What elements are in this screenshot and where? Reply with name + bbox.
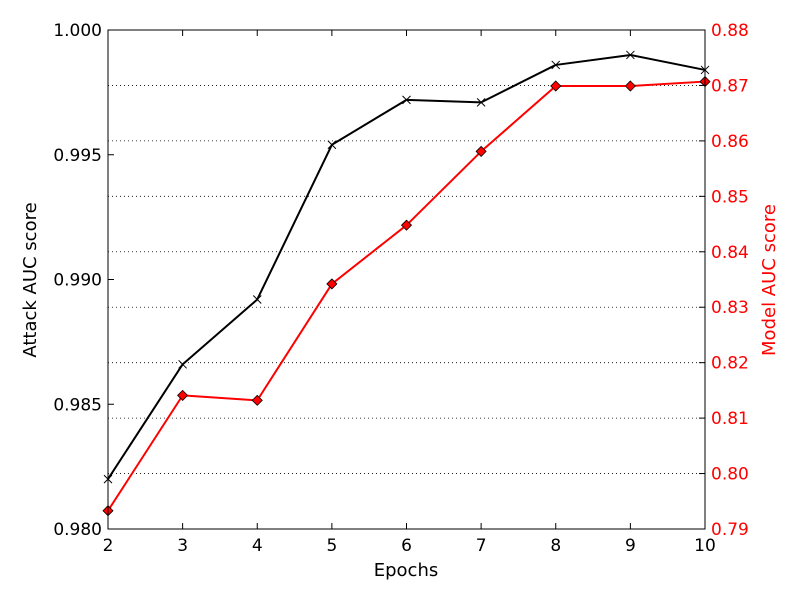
right-y-tick-label: 0.83	[711, 298, 749, 318]
diamond-marker	[326, 278, 338, 290]
right-y-tick-label: 0.82	[711, 354, 749, 374]
right-series-line	[107, 80, 706, 512]
left-y-tick-label: 0.995	[53, 146, 102, 166]
diamond-marker	[550, 80, 562, 92]
x-tick-label: 7	[476, 536, 487, 556]
x-tick-label: 2	[103, 536, 114, 556]
left-y-tick-label: 1.000	[53, 21, 102, 41]
x-tick-label: 8	[550, 536, 561, 556]
ticks-layer: 2 3 4 5 6 7 8 9 10 0.980 0.985 0.990 0.995 1.000 0.79 0…	[53, 21, 749, 556]
x-marker	[626, 50, 635, 60]
diamond-marker	[251, 394, 263, 406]
right-y-tick-label: 0.88	[711, 21, 749, 41]
right-y-tick-label: 0.80	[711, 465, 749, 485]
diamond-marker	[177, 389, 189, 401]
diamond-marker	[400, 219, 413, 231]
x-tick-label: 4	[252, 536, 263, 556]
x-marker	[476, 98, 486, 107]
x-tick-label: 3	[177, 536, 188, 556]
x-tick-label: 6	[401, 536, 412, 556]
series-layer	[102, 50, 711, 517]
left-axis-series	[103, 50, 710, 484]
right-y-tick-label: 0.86	[711, 132, 749, 152]
right-y-tick-label: 0.79	[711, 520, 749, 540]
x-marker	[327, 140, 337, 150]
left-y-tick-label: 0.980	[53, 520, 102, 540]
right-y-tick-label: 0.84	[711, 243, 749, 263]
right-y-tick-label: 0.85	[711, 187, 749, 207]
left-y-tick-label: 0.985	[53, 395, 102, 415]
plot-frame	[107, 29, 706, 530]
grid-lines	[108, 85, 705, 474]
left-y-tick-label: 0.990	[53, 271, 102, 291]
left-axis-label: Attack AUC score	[20, 202, 41, 357]
x-tick-label: 10	[694, 536, 716, 556]
x-axis-label: Epochs	[374, 560, 439, 581]
right-axis-series	[102, 75, 711, 517]
x-tick-label: 9	[625, 536, 636, 556]
left-series-line	[107, 53, 706, 480]
right-axis-label: Model AUC score	[759, 204, 780, 356]
right-y-tick-label: 0.81	[711, 409, 749, 429]
x-marker	[252, 295, 262, 304]
diamond-marker	[624, 80, 636, 92]
right-y-tick-label: 0.87	[711, 76, 749, 96]
diamond-marker	[475, 145, 487, 157]
x-marker	[551, 60, 561, 70]
x-marker	[402, 95, 411, 105]
x-marker	[178, 359, 187, 369]
x-tick-label: 5	[326, 536, 337, 556]
